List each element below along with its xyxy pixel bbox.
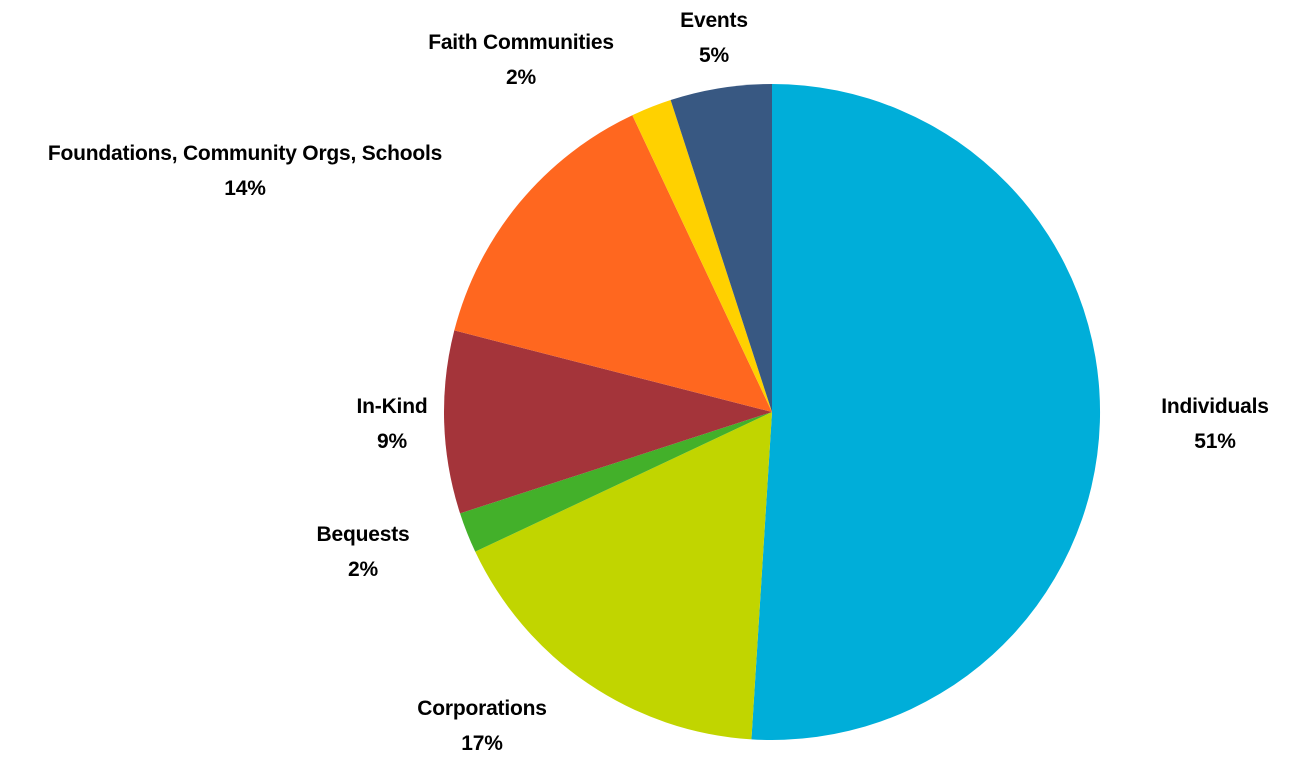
slice-label-name: Faith Communities	[428, 25, 614, 60]
slice-label-value: 51%	[1161, 424, 1269, 459]
slice-label-value: 14%	[48, 171, 442, 206]
slice-label-name: Events	[680, 3, 748, 38]
slice-label-name: In-Kind	[357, 389, 428, 424]
slice-label-value: 5%	[680, 38, 748, 73]
slice-label-in-kind: In-Kind 9%	[357, 389, 428, 459]
slice-label-value: 2%	[317, 552, 410, 587]
slice-label-bequests: Bequests 2%	[317, 517, 410, 587]
slice-label-value: 2%	[428, 60, 614, 95]
slice-label-name: Bequests	[317, 517, 410, 552]
pie-slice-individuals	[751, 84, 1100, 740]
slice-label-individuals: Individuals 51%	[1161, 389, 1269, 459]
slice-label-events: Events 5%	[680, 3, 748, 73]
slice-label-name: Individuals	[1161, 389, 1269, 424]
slice-label-value: 9%	[357, 424, 428, 459]
slice-label-faith-communities: Faith Communities 2%	[428, 25, 614, 95]
slice-label-foundations-community-orgs-schools: Foundations, Community Orgs, Schools 14%	[48, 136, 442, 206]
slice-label-name: Corporations	[417, 691, 546, 726]
slice-label-corporations: Corporations 17%	[417, 691, 546, 761]
slice-label-name: Foundations, Community Orgs, Schools	[48, 136, 442, 171]
slice-label-value: 17%	[417, 726, 546, 761]
